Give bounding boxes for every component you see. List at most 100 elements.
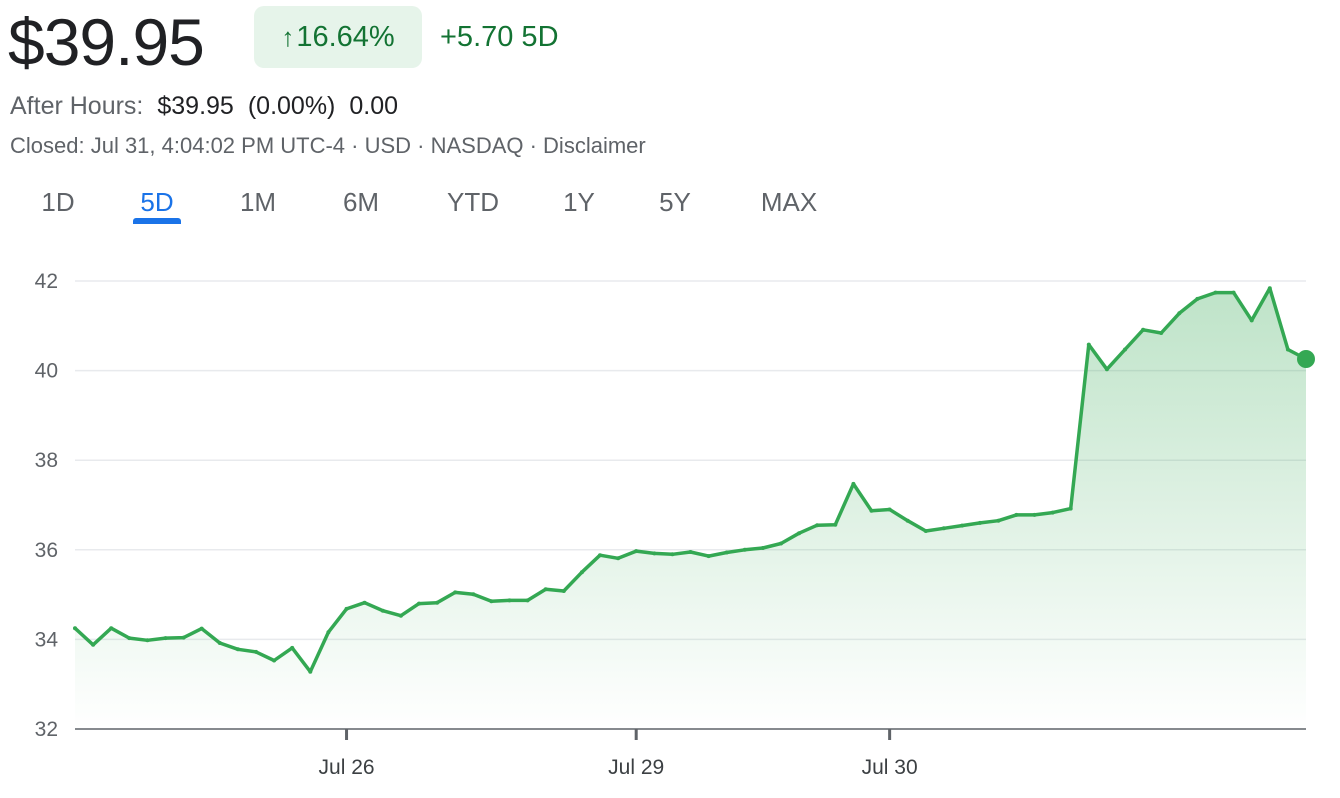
x-tick-label: Jul 26 [319, 756, 375, 779]
after-hours-price: $39.95 [157, 92, 234, 120]
data-point [706, 554, 711, 559]
data-point [670, 552, 675, 557]
data-point [417, 601, 421, 606]
data-point [941, 526, 946, 531]
x-tick-label: Jul 30 [862, 756, 918, 779]
tab-5d[interactable]: 5D [140, 187, 174, 217]
data-point [507, 598, 512, 603]
data-point [272, 658, 277, 663]
data-point [525, 598, 530, 603]
tab-1y[interactable]: 1Y [563, 187, 595, 217]
x-axis-ticks: Jul 26 Jul 29 Jul 30 [319, 729, 918, 779]
data-point [1123, 347, 1127, 352]
data-point [851, 481, 856, 486]
data-point [1213, 290, 1218, 295]
data-point [217, 641, 222, 645]
percent-change-badge: ↑16.64% [254, 6, 422, 68]
data-point [181, 635, 186, 640]
data-point [905, 518, 910, 523]
data-point [760, 546, 765, 550]
data-point [815, 523, 820, 528]
data-point [127, 636, 132, 641]
data-point [380, 608, 385, 613]
data-point [344, 606, 349, 611]
data-point [598, 553, 602, 558]
data-point [797, 531, 802, 536]
x-tick-label: Jul 29 [608, 756, 664, 779]
data-point [1285, 347, 1290, 352]
data-point [326, 630, 331, 635]
y-tick-label: 36 [35, 539, 58, 562]
data-point [1068, 506, 1073, 511]
arrow-up-icon: ↑ [281, 22, 295, 52]
data-point [145, 638, 150, 643]
data-point [960, 523, 964, 528]
data-point [163, 636, 168, 641]
data-point [833, 522, 838, 527]
data-point [869, 508, 874, 513]
data-point [109, 626, 114, 631]
data-point [579, 570, 584, 575]
data-point [996, 518, 1001, 523]
tab-max[interactable]: MAX [760, 187, 818, 217]
data-point [1267, 286, 1272, 291]
data-points [73, 286, 1308, 674]
data-point [489, 599, 494, 604]
percent-change-value: 16.64% [296, 21, 395, 53]
data-point [471, 592, 476, 597]
data-point [978, 520, 983, 525]
data-point [398, 613, 403, 618]
last-price-marker [1297, 350, 1315, 368]
price-area [75, 288, 1306, 729]
data-point [616, 556, 621, 561]
y-tick-label: 32 [35, 718, 58, 741]
data-point [561, 589, 566, 593]
data-point [73, 626, 77, 631]
y-tick-label: 40 [35, 360, 58, 383]
data-point [290, 645, 295, 650]
data-point [1195, 296, 1200, 301]
data-point [1249, 318, 1254, 323]
y-tick-label: 42 [35, 270, 58, 293]
data-point [724, 550, 729, 555]
data-point [779, 541, 783, 546]
data-point [1032, 512, 1037, 517]
data-point [1159, 331, 1164, 335]
data-point [435, 600, 440, 605]
data-point [308, 669, 313, 674]
data-point [235, 647, 240, 652]
data-point [742, 547, 747, 552]
price-chart[interactable]: 42 40 38 36 34 32 Jul 26 Jul 29 Jul 30 [0, 250, 1340, 798]
tab-1d[interactable]: 1D [41, 187, 75, 217]
y-tick-label: 34 [35, 628, 59, 651]
data-point [1086, 342, 1091, 347]
market-status-line: Closed: Jul 31, 4:04:02 PM UTC-4 · USD ·… [10, 133, 646, 158]
data-point [91, 642, 96, 647]
data-point [634, 549, 639, 554]
data-point [254, 649, 258, 654]
after-hours-row: After Hours: $39.95 (0.00%) 0.00 [10, 86, 412, 126]
tab-ytd[interactable]: YTD [447, 187, 499, 217]
active-tab-indicator [133, 218, 181, 224]
data-point [1141, 327, 1146, 332]
data-point [1050, 510, 1055, 515]
y-axis-ticks: 42 40 38 36 34 32 [35, 270, 59, 741]
data-point [1231, 290, 1236, 295]
data-point [1177, 311, 1182, 316]
data-point [688, 550, 693, 554]
absolute-change: +5.70 5D [440, 21, 559, 53]
tab-1m[interactable]: 1M [239, 187, 277, 217]
after-hours-percent: (0.00%) [247, 92, 336, 120]
data-point [1104, 367, 1109, 372]
tab-6m[interactable]: 6M [342, 187, 380, 217]
data-point [1014, 512, 1019, 517]
data-point [199, 626, 204, 631]
data-point [887, 507, 892, 512]
data-point [362, 600, 367, 605]
after-hours-change: 0.00 [349, 92, 399, 120]
tab-5y[interactable]: 5Y [659, 187, 691, 217]
data-point [543, 587, 548, 592]
data-point [652, 551, 657, 556]
y-tick-label: 38 [35, 449, 58, 472]
data-point [923, 529, 928, 533]
